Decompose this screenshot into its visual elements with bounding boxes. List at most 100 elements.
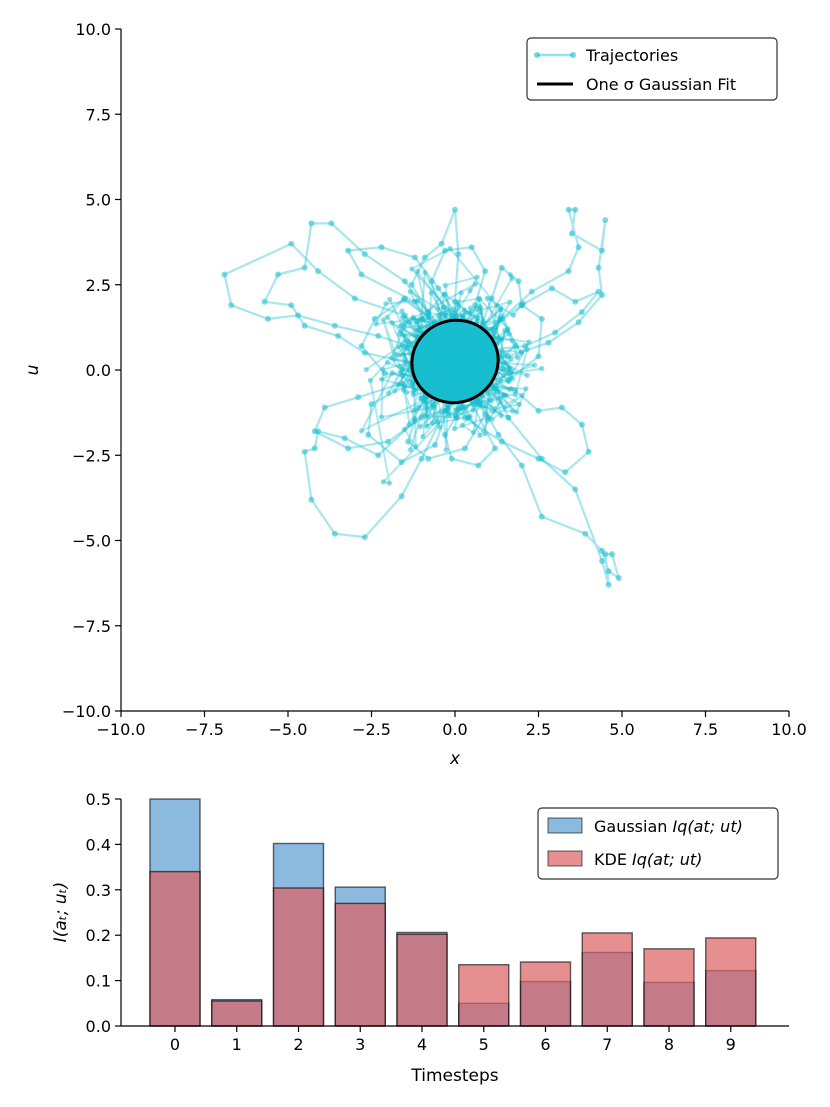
dense-trajectory-point	[402, 320, 408, 326]
dense-trajectory-point	[425, 314, 431, 320]
dense-trajectory-point	[380, 367, 386, 373]
trajectory-point	[545, 339, 552, 346]
legend-fit-label: One σ Gaussian Fit	[586, 75, 736, 94]
trajectory-point	[288, 240, 295, 247]
trajectory-point	[475, 462, 482, 469]
legend-trajectories-marker-left	[534, 52, 540, 58]
trajectory-point	[295, 312, 301, 319]
dense-trajectory-point	[418, 315, 424, 321]
dense-trajectory-point	[516, 401, 522, 407]
dense-trajectory-point	[443, 313, 449, 319]
bar-x-axis-label: Timesteps	[410, 1066, 498, 1086]
trajectory-point	[562, 469, 569, 476]
trajectory-point	[308, 496, 315, 503]
trajectory-point	[535, 407, 542, 414]
legend-gaussian-label: Gaussian Iq(at; ut)	[594, 817, 743, 836]
dense-trajectory-point	[422, 270, 428, 276]
dense-trajectory-point	[451, 426, 458, 432]
dense-trajectory-point	[519, 392, 525, 398]
bar-y-axis-label: I(aₜ; uₜ)	[51, 882, 71, 943]
dense-trajectory-point	[392, 388, 398, 394]
bar-x-tick-label: 0	[170, 1035, 180, 1054]
kde-bar	[519, 961, 572, 1027]
trajectory-point	[408, 281, 415, 288]
dense-trajectory-point	[445, 405, 451, 411]
dense-trajectory-point	[407, 350, 413, 356]
dense-trajectory-point	[486, 414, 492, 420]
dense-trajectory-point	[501, 366, 507, 372]
trajectory-point	[535, 455, 542, 462]
kde-bar	[396, 933, 448, 1027]
dense-trajectory-point	[453, 307, 459, 313]
dense-trajectory-point	[477, 303, 483, 309]
dense-trajectory-point	[470, 429, 477, 436]
trajectory-point	[378, 244, 385, 251]
dense-trajectory-point	[387, 296, 393, 302]
dense-trajectory-point	[401, 385, 407, 391]
dense-trajectory-point	[467, 413, 473, 419]
dense-trajectory-point	[405, 338, 411, 344]
dense-trajectory-point	[461, 307, 467, 313]
trajectory-point	[335, 332, 342, 339]
trajectory-point	[438, 240, 445, 247]
dense-trajectory-point	[438, 316, 444, 323]
trajectory-point	[452, 206, 458, 213]
dense-trajectory-point	[526, 339, 532, 345]
dense-trajectory-point	[514, 354, 521, 360]
dense-trajectory-point	[498, 305, 504, 311]
trajectory-line	[223, 242, 450, 368]
dense-trajectory-point	[505, 326, 511, 332]
x-ticks: −10.0 −7.5 −5.0 −2.5 0.0 2.5 5.0 7.5 10.0	[96, 711, 807, 739]
x-axis-label: x	[449, 749, 461, 769]
trajectory-point	[311, 445, 318, 452]
dense-trajectory-point	[380, 317, 386, 323]
dense-trajectory-point	[397, 363, 403, 369]
dense-trajectory-point	[442, 282, 448, 288]
legend-trajectories-label: Trajectories	[585, 46, 678, 65]
trajectory-point	[558, 404, 565, 411]
dense-trajectory-point	[455, 406, 461, 412]
dense-trajectory-point	[497, 336, 503, 342]
dense-trajectory-point	[450, 314, 456, 320]
dense-trajectory-point	[524, 372, 530, 378]
bar-y-tick-label: 0.0	[86, 1017, 111, 1036]
dense-trajectory-point	[380, 479, 386, 485]
dense-trajectory-point	[434, 419, 440, 425]
bars-layer	[149, 798, 757, 1027]
dense-trajectory-point	[447, 245, 453, 252]
trajectory-scatter-plot: −10.0 −7.5 −5.0 −2.5 0.0 2.5 5.0 7.5 10.0 −10.0−…	[23, 20, 807, 769]
dense-trajectory-point	[430, 420, 436, 426]
y-tick-label: −2.5	[72, 446, 111, 465]
dense-trajectory-point	[463, 405, 469, 411]
dense-trajectory-point	[477, 432, 483, 438]
dense-trajectory-point	[438, 409, 444, 415]
kde-bar	[272, 887, 325, 1027]
trajectory-line	[367, 365, 450, 464]
trajectory-point	[498, 438, 505, 445]
dense-trajectory-point	[428, 290, 434, 296]
bar-y-tick-label: 0.4	[86, 835, 111, 854]
dense-trajectory-point	[389, 370, 395, 376]
bar-x-tick-label: 2	[293, 1035, 303, 1054]
kde-bar	[581, 932, 633, 1027]
dense-trajectory-point	[498, 413, 504, 419]
trajectory-point	[321, 404, 328, 411]
trajectory-point	[435, 285, 442, 292]
dense-trajectory-point	[431, 404, 437, 410]
dense-trajectory-point	[475, 315, 481, 321]
bar-x-ticks: 0 1 2 3 4 5 6 7 8 9	[170, 1026, 736, 1054]
dense-trajectory-point	[420, 398, 426, 404]
dense-trajectory-point	[506, 378, 512, 385]
dense-trajectory-point	[478, 309, 484, 315]
dense-trajectory-point	[484, 295, 490, 301]
trajectory-point	[602, 217, 609, 223]
dense-cluster-layer	[359, 245, 545, 486]
bar-x-tick-label: 3	[355, 1035, 365, 1054]
x-tick-label: −2.5	[352, 720, 391, 739]
dense-trajectory-point	[406, 422, 412, 428]
trajectory-point	[301, 322, 308, 329]
dense-trajectory-point	[480, 318, 486, 324]
x-tick-label: −5.0	[269, 720, 308, 739]
dense-trajectory-point	[400, 315, 406, 321]
trajectory-point	[605, 581, 612, 588]
